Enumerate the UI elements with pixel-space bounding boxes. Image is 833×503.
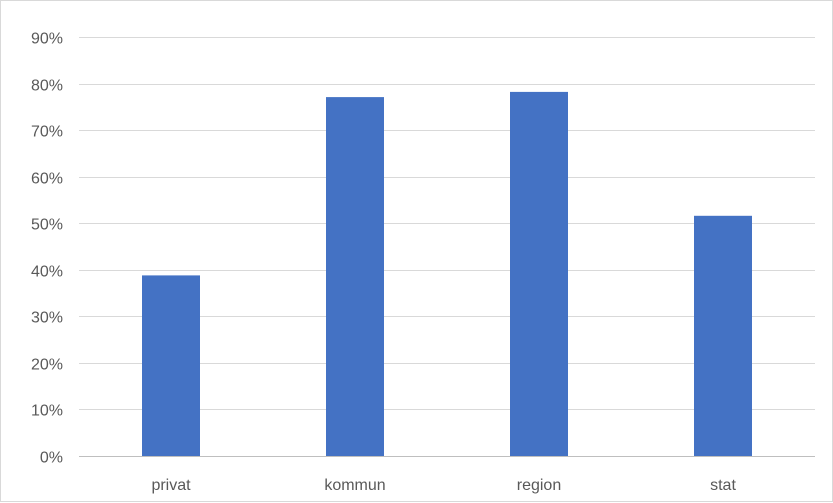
y-tick-label: 70% xyxy=(31,124,63,141)
y-tick-label: 40% xyxy=(31,264,63,281)
x-tick-label: region xyxy=(517,477,561,494)
bar-kommun xyxy=(326,97,384,456)
y-tick-label: 10% xyxy=(31,403,63,420)
bar-stat xyxy=(694,215,752,456)
y-tick-label: 20% xyxy=(31,357,63,374)
bars xyxy=(142,91,752,457)
y-tick-label: 60% xyxy=(31,171,63,188)
y-tick-label: 0% xyxy=(40,450,63,467)
y-tick-label: 90% xyxy=(31,31,63,48)
bar-privat xyxy=(142,275,200,456)
x-tick-label: kommun xyxy=(324,477,385,494)
x-tick-label: stat xyxy=(710,477,736,494)
gridlines xyxy=(79,37,815,410)
y-tick-label: 80% xyxy=(31,78,63,95)
y-tick-label: 30% xyxy=(31,310,63,327)
y-tick-label: 50% xyxy=(31,217,63,234)
x-tick-label: privat xyxy=(151,477,191,494)
bar-region xyxy=(510,91,568,457)
tick-labels: 0% 10% 20% 30% 40% 50% 60% 70% 80% 90% privat kommu… xyxy=(31,31,736,495)
